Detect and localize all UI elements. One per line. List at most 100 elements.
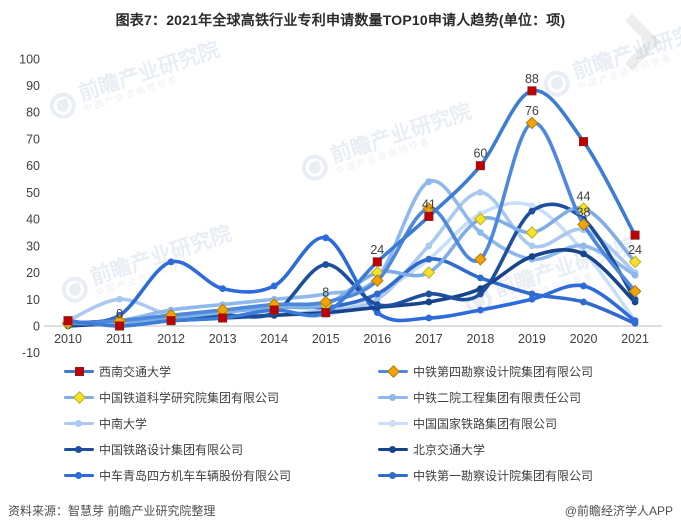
data-point-marker <box>167 258 175 266</box>
data-point-marker <box>528 295 536 303</box>
chart-footer: 资料来源：智慧芽 前瞻产业研究院整理 @前瞻经济学人APP <box>8 502 673 519</box>
credit-note: @前瞻经济学人APP <box>564 504 673 518</box>
data-point-marker <box>528 202 536 210</box>
y-axis-tick-label: 10 <box>26 293 40 307</box>
data-point-marker <box>269 305 279 315</box>
data-point-marker <box>425 314 433 322</box>
data-point-marker <box>424 211 434 221</box>
legend-swatch-icon <box>378 392 408 402</box>
data-point-marker <box>425 290 433 298</box>
data-point-marker <box>116 295 123 303</box>
data-point-marker <box>628 284 642 298</box>
data-point-label: 44 <box>577 189 591 203</box>
data-point-label: 60 <box>473 147 487 161</box>
data-point-marker <box>528 253 536 260</box>
data-point-marker <box>319 295 333 309</box>
legend-swatch-icon <box>64 418 94 428</box>
legend-item: 中铁第一勘察设计院集团有限公司 <box>378 462 664 488</box>
legend-swatch-icon <box>378 470 408 480</box>
data-point-marker <box>270 282 278 290</box>
legend-swatch-icon <box>64 470 94 480</box>
data-point-marker <box>475 161 485 171</box>
x-axis-tick-label: 2016 <box>363 332 391 346</box>
data-point-marker <box>218 313 228 323</box>
data-point-marker <box>477 306 484 314</box>
data-point-marker <box>63 316 73 326</box>
y-axis-tick-label: 70 <box>26 132 40 146</box>
data-point-marker <box>425 242 433 250</box>
y-axis-tick-label: -10 <box>22 346 40 360</box>
legend-swatch-icon <box>64 444 94 454</box>
legend-item: 西南交通大学 <box>64 358 378 384</box>
series-line <box>66 201 637 326</box>
data-point-marker <box>631 317 639 325</box>
data-point-marker <box>477 189 484 196</box>
legend-label: 中国铁道科学研究院集团有限公司 <box>99 390 280 405</box>
data-point-marker <box>528 290 536 298</box>
data-point-marker <box>322 290 330 298</box>
legend-item: 中国铁路设计集团有限公司 <box>64 436 378 462</box>
data-point-marker <box>422 202 436 215</box>
legend-item: 中铁第四勘察设计院集团有限公司 <box>378 358 664 384</box>
data-point-marker <box>373 295 381 303</box>
data-point-marker <box>525 116 539 130</box>
data-point-marker <box>527 86 537 96</box>
data-point-marker <box>425 255 433 263</box>
data-point-marker <box>115 321 125 331</box>
x-axis-tick-label: 2021 <box>621 332 649 346</box>
x-axis-tick-label: 2019 <box>518 332 546 346</box>
data-point-label: 0 <box>116 307 123 321</box>
data-point-marker <box>322 261 330 268</box>
legend-label: 西南交通大学 <box>99 364 172 379</box>
data-point-marker <box>370 274 384 287</box>
data-point-marker <box>631 271 639 279</box>
chart-legend: 西南交通大学 中铁第四勘察设计院集团有限公司中国铁道科学研究院集团有限公司 中铁二院… <box>64 358 664 488</box>
y-axis-tick-label: 20 <box>26 266 40 280</box>
data-point-marker <box>373 309 381 317</box>
data-point-marker <box>580 282 587 290</box>
data-point-marker <box>474 252 487 266</box>
y-axis-tick-label: 50 <box>26 186 40 200</box>
data-point-marker <box>373 290 381 298</box>
x-axis-tick-label: 2014 <box>260 332 288 346</box>
legend-item: 中铁二院工程集团有限责任公司 <box>378 384 664 410</box>
data-point-marker <box>422 266 436 279</box>
x-axis-tick-label: 2011 <box>106 332 133 346</box>
data-point-marker <box>579 137 588 147</box>
legend-label: 中铁第一勘察设计院集团有限公司 <box>413 468 594 483</box>
data-point-label: 24 <box>370 243 384 257</box>
data-point-label: 38 <box>577 205 591 219</box>
data-point-label: 88 <box>525 72 539 86</box>
data-point-marker <box>628 255 642 269</box>
data-point-marker <box>580 298 587 306</box>
y-axis-tick-label: 60 <box>26 159 40 173</box>
data-point-label: 41 <box>422 197 436 211</box>
x-axis-tick-label: 2010 <box>54 332 82 346</box>
page-title: 图表7：2021年全球高铁行业专利申请数量TOP10申请人趋势(单位：项) <box>115 12 566 28</box>
y-axis-tick-label: 30 <box>26 239 40 253</box>
x-axis-tick-label: 2017 <box>415 332 443 346</box>
series-line <box>66 88 637 328</box>
data-point-marker <box>477 274 484 282</box>
legend-item: 北京交通大学 <box>378 436 664 462</box>
data-point-marker <box>631 295 639 303</box>
data-point-marker <box>474 212 487 226</box>
data-point-marker <box>630 230 640 240</box>
data-point-marker <box>219 285 227 292</box>
legend-label: 中国铁路设计集团有限公司 <box>99 442 244 457</box>
legend-label: 中车青岛四方机车车辆股份有限公司 <box>99 468 292 483</box>
legend-label: 中铁第四勘察设计院集团有限公司 <box>413 364 594 379</box>
y-axis-tick-label: 80 <box>26 106 40 120</box>
y-axis-tick-label: 40 <box>26 213 40 227</box>
legend-item: 中国铁道科学研究院集团有限公司 <box>64 384 378 410</box>
legend-label: 中国国家铁路集团有限公司 <box>413 416 558 431</box>
legend-swatch-icon <box>378 444 408 454</box>
data-point-marker <box>477 290 484 298</box>
x-axis-tick-label: 2018 <box>466 332 494 346</box>
x-axis-tick-label: 2012 <box>157 332 185 346</box>
y-axis-tick-label: 90 <box>26 79 40 93</box>
legend-item: 中国国家铁路集团有限公司 <box>378 410 664 436</box>
data-point-label: 8 <box>322 286 329 300</box>
x-axis-tick-label: 2013 <box>209 332 237 346</box>
legend-swatch-icon <box>64 391 94 404</box>
